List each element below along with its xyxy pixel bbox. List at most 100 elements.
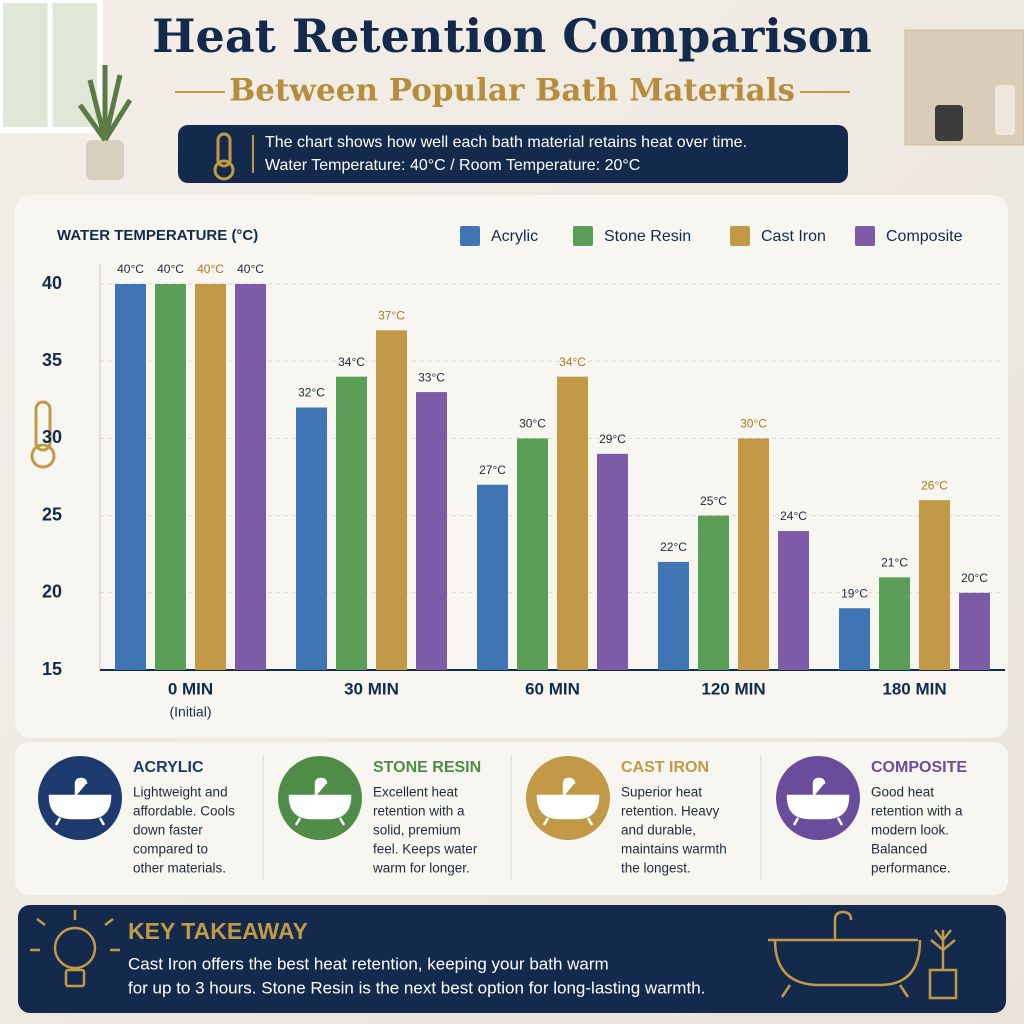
y-axis-label: WATER TEMPERATURE (°C) bbox=[57, 227, 258, 244]
bottle bbox=[995, 85, 1015, 135]
tub-icon bbox=[768, 910, 958, 1000]
plant bbox=[77, 65, 133, 142]
material-description: Good heat bbox=[871, 785, 934, 800]
bar bbox=[658, 561, 689, 670]
tub-shape bbox=[288, 777, 352, 826]
bar bbox=[235, 284, 266, 670]
bulb-icon bbox=[30, 910, 120, 988]
material-description: down faster bbox=[133, 823, 203, 838]
value-label: 30°C bbox=[740, 417, 767, 431]
value-label: 40°C bbox=[197, 262, 224, 276]
material-name: CAST IRON bbox=[621, 759, 709, 776]
y-tick-label: 35 bbox=[42, 350, 62, 370]
value-label: 34°C bbox=[559, 355, 586, 369]
plant-pot bbox=[86, 140, 124, 180]
legend-label: Stone Resin bbox=[604, 228, 691, 245]
legend-label: Composite bbox=[886, 228, 963, 245]
bar bbox=[597, 453, 628, 670]
bar bbox=[336, 376, 367, 670]
material-description: affordable. Cools bbox=[133, 804, 235, 819]
legend-swatch bbox=[573, 226, 593, 246]
bar bbox=[115, 284, 146, 670]
takeaway-box bbox=[18, 905, 1006, 1013]
value-label: 37°C bbox=[378, 308, 405, 322]
takeaway-line: for up to 3 hours. Stone Resin is the ne… bbox=[128, 978, 705, 997]
material-description: maintains warmth bbox=[621, 842, 727, 857]
x-tick-label: 180 MIN bbox=[882, 679, 946, 698]
value-label: 29°C bbox=[599, 432, 626, 446]
value-label: 40°C bbox=[117, 262, 144, 276]
material-description: retention. Heavy bbox=[621, 804, 720, 819]
info-box bbox=[178, 125, 848, 183]
takeaway-line: Cast Iron offers the best heat retention… bbox=[128, 954, 609, 973]
shelf-pot bbox=[935, 105, 963, 141]
legend-swatch bbox=[460, 226, 480, 246]
value-label: 40°C bbox=[237, 262, 264, 276]
material-description: feel. Keeps water bbox=[373, 842, 478, 857]
value-label: 20°C bbox=[961, 571, 988, 585]
material-description: the longest. bbox=[621, 861, 691, 876]
value-label: 24°C bbox=[780, 509, 807, 523]
material-description: warm for longer. bbox=[372, 861, 470, 876]
takeaway-title: KEY TAKEAWAY bbox=[128, 918, 308, 944]
x-tick-note: (Initial) bbox=[169, 704, 211, 720]
material-description: Excellent heat bbox=[373, 785, 458, 800]
material-description: retention with a bbox=[871, 804, 963, 819]
material-description: Balanced bbox=[871, 842, 927, 857]
material-description: performance. bbox=[871, 861, 951, 876]
y-tick-label: 30 bbox=[42, 427, 62, 447]
legend-swatch bbox=[855, 226, 875, 246]
material-description: and durable, bbox=[621, 823, 696, 838]
x-tick-label: 0 MIN bbox=[168, 679, 213, 698]
info-line: The chart shows how well each bath mater… bbox=[265, 134, 747, 151]
value-label: 19°C bbox=[841, 586, 868, 600]
value-label: 33°C bbox=[418, 370, 445, 384]
legend-swatch bbox=[730, 226, 750, 246]
x-tick-label: 30 MIN bbox=[344, 679, 399, 698]
bar bbox=[517, 438, 548, 670]
material-description: solid, premium bbox=[373, 823, 461, 838]
y-tick-label: 20 bbox=[42, 582, 62, 602]
bar bbox=[477, 484, 508, 670]
material-description: other materials. bbox=[133, 861, 226, 876]
value-label: 40°C bbox=[157, 262, 184, 276]
info-thermometer bbox=[213, 132, 235, 181]
bar bbox=[778, 531, 809, 670]
y-tick-label: 15 bbox=[42, 659, 62, 679]
material-description: retention with a bbox=[373, 804, 465, 819]
value-label: 30°C bbox=[519, 417, 546, 431]
y-tick-label: 40 bbox=[42, 273, 62, 293]
bar bbox=[879, 577, 910, 670]
value-label: 21°C bbox=[881, 556, 908, 570]
material-description: Superior heat bbox=[621, 785, 702, 800]
material-description: Lightweight and bbox=[133, 785, 228, 800]
bar bbox=[296, 407, 327, 670]
bar bbox=[155, 284, 186, 670]
value-label: 25°C bbox=[700, 494, 727, 508]
value-label: 27°C bbox=[479, 463, 506, 477]
value-label: 22°C bbox=[660, 540, 687, 554]
material-name: ACRYLIC bbox=[133, 759, 204, 776]
bar bbox=[416, 392, 447, 670]
bar bbox=[195, 284, 226, 670]
value-label: 34°C bbox=[338, 355, 365, 369]
plot: 15 20 25 30 35 40 0 MIN (Initial) 40°C 40°C 40°C 40… bbox=[42, 226, 1005, 720]
tub-shape bbox=[536, 777, 600, 826]
material-name: COMPOSITE bbox=[871, 759, 967, 776]
tub-shape bbox=[786, 777, 850, 826]
legend-label: Acrylic bbox=[491, 228, 538, 245]
value-label: 26°C bbox=[921, 478, 948, 492]
x-tick-label: 60 MIN bbox=[525, 679, 580, 698]
materials: ACRYLIC Lightweight and affordable. Cools d… bbox=[38, 755, 967, 880]
chart-thermometer bbox=[30, 400, 56, 469]
bar bbox=[738, 438, 769, 670]
bar bbox=[557, 376, 588, 670]
y-tick-label: 25 bbox=[42, 504, 62, 524]
bar bbox=[376, 330, 407, 670]
value-label: 32°C bbox=[298, 386, 325, 400]
material-name: STONE RESIN bbox=[373, 759, 481, 776]
title: Heat Retention Comparison bbox=[152, 9, 872, 63]
x-tick-label: 120 MIN bbox=[701, 679, 765, 698]
